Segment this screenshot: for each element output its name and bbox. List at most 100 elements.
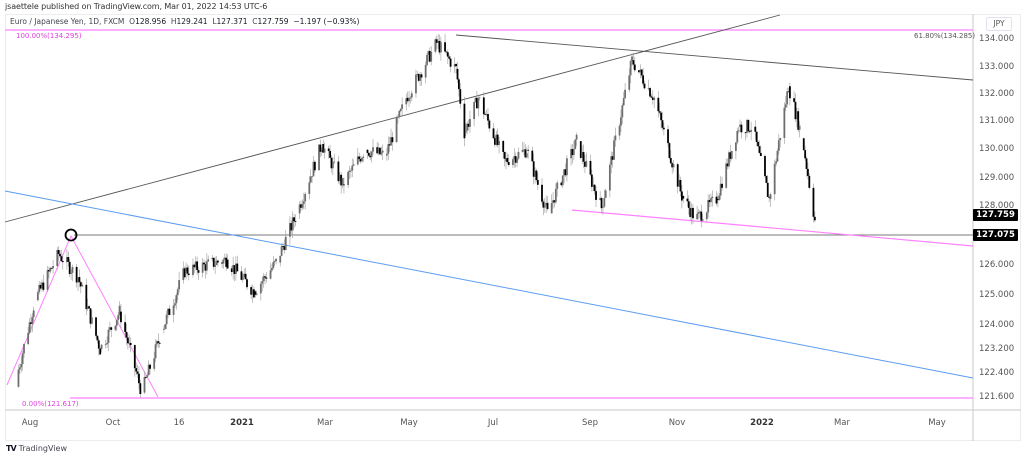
candle	[271, 268, 273, 271]
candle	[291, 217, 294, 231]
price-tick-label: 123.200	[979, 344, 1015, 354]
candle	[284, 236, 287, 250]
candle	[308, 182, 311, 194]
candle	[377, 147, 380, 154]
candle	[138, 373, 140, 384]
candle	[496, 134, 499, 145]
candle	[424, 64, 427, 78]
candle	[250, 287, 253, 295]
candle	[100, 344, 103, 350]
candle	[622, 98, 625, 106]
candle	[175, 295, 178, 304]
candle	[359, 158, 362, 162]
candle	[618, 125, 621, 136]
candle	[600, 198, 603, 209]
candle	[632, 60, 635, 65]
candle	[624, 89, 626, 99]
candles	[17, 34, 816, 399]
candle	[593, 184, 596, 192]
candle	[532, 161, 535, 177]
candle	[358, 156, 361, 159]
candle	[18, 367, 21, 370]
candle	[502, 140, 505, 153]
tradingview-mark-icon: TV	[6, 444, 17, 453]
candle	[638, 70, 640, 73]
candle	[498, 140, 500, 145]
candle	[52, 266, 54, 269]
candle	[96, 335, 99, 341]
high-value: 129.241	[176, 17, 208, 26]
candle	[531, 150, 534, 162]
candle	[205, 261, 208, 271]
candle	[769, 194, 772, 199]
price-tick-label: 121.600	[979, 392, 1015, 402]
candle	[466, 123, 469, 131]
candle	[27, 332, 30, 345]
candle	[110, 327, 113, 330]
candle	[107, 329, 110, 343]
time-tick-label: Mar	[833, 418, 851, 428]
candle	[341, 177, 344, 186]
candle	[262, 276, 265, 282]
candle	[165, 314, 168, 325]
candle	[711, 196, 714, 199]
candle	[783, 107, 786, 138]
fib-top-label: 100.00%(134.295)	[16, 32, 82, 40]
candle	[595, 191, 597, 200]
candle	[398, 111, 401, 117]
candle	[582, 152, 585, 162]
candle	[23, 344, 25, 354]
candle	[61, 260, 64, 263]
candle	[279, 255, 282, 263]
candle	[337, 161, 340, 182]
candle	[457, 79, 460, 90]
candle	[85, 284, 88, 310]
blue-trendline	[4, 190, 974, 379]
candle	[67, 257, 70, 262]
price-badge: 127.759	[973, 209, 1018, 221]
candle	[71, 266, 74, 273]
candle	[232, 265, 235, 272]
candle	[651, 97, 654, 100]
tradingview-logo[interactable]: TV TradingView	[6, 444, 67, 453]
candle	[437, 40, 440, 43]
candle	[147, 364, 150, 376]
candle	[542, 201, 545, 208]
candle	[571, 149, 574, 156]
candle	[759, 152, 762, 157]
candle	[313, 161, 316, 171]
candle	[300, 204, 302, 208]
candle	[523, 149, 525, 151]
candle	[185, 267, 187, 272]
candle	[48, 270, 50, 272]
candle	[21, 353, 24, 364]
candle	[689, 207, 692, 217]
candle	[585, 160, 588, 167]
candle	[338, 174, 341, 182]
candle	[581, 152, 584, 158]
candle	[301, 203, 304, 208]
candle	[108, 327, 111, 330]
candle	[661, 120, 664, 128]
candle	[282, 246, 284, 247]
publish-info: jsaettele published on TradingView.com, …	[5, 2, 268, 11]
candle	[696, 213, 699, 220]
candle	[322, 144, 325, 153]
candle	[293, 217, 295, 222]
candle	[427, 51, 430, 55]
candle	[484, 114, 487, 116]
candle	[715, 196, 718, 204]
price-tick-label: 124.000	[979, 320, 1015, 330]
candle	[156, 341, 158, 345]
candle	[671, 163, 674, 168]
candle	[417, 74, 420, 81]
candle	[330, 157, 333, 169]
candle	[379, 147, 381, 155]
price-tick-label: 130.000	[979, 144, 1015, 154]
candle	[700, 211, 703, 221]
candle	[415, 74, 417, 94]
candle	[186, 267, 189, 274]
currency-badge[interactable]: JPY	[986, 17, 1012, 31]
candle	[212, 257, 215, 267]
